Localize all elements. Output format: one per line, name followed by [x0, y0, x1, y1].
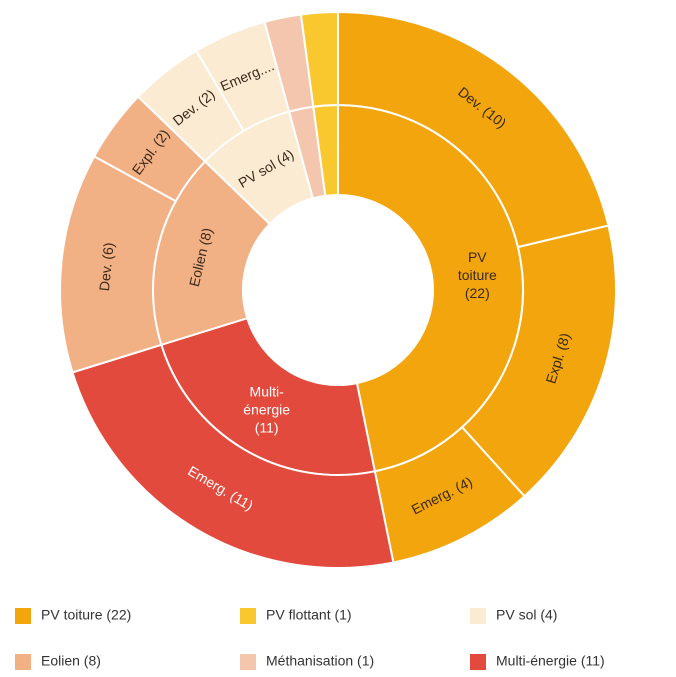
legend-label: PV flottant (1) — [266, 607, 352, 623]
legend-swatch — [470, 608, 486, 624]
legend-swatch — [15, 608, 31, 624]
outer-segment — [299, 10, 339, 108]
legend-label: Méthanisation (1) — [266, 653, 374, 669]
legend-swatch — [470, 654, 486, 670]
legend-label: Multi-énergie (11) — [496, 653, 605, 669]
legend-label: PV toiture (22) — [41, 607, 131, 623]
legend-swatch — [240, 608, 256, 624]
legend-swatch — [240, 654, 256, 670]
outer-segment — [71, 343, 395, 569]
legend-label: PV sol (4) — [496, 607, 557, 623]
segment-label: PV toiture (22) — [458, 249, 497, 301]
segment-label: Dev. (6) — [96, 242, 117, 292]
legend-label: Eolien (8) — [41, 653, 101, 669]
segment-label: Multi-énergie (11) — [243, 383, 290, 435]
legend-swatch — [15, 654, 31, 670]
outer-segment — [337, 10, 610, 249]
